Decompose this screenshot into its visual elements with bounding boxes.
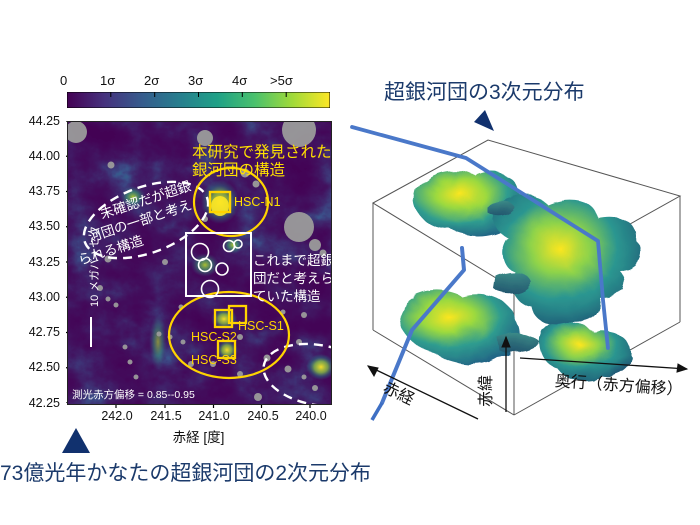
svg-text:本研究で発見された超: 本研究で発見された超 [192, 143, 331, 161]
svg-text:団だと考えられ: 団だと考えられ [253, 271, 331, 286]
svg-text:銀河団の構造: 銀河団の構造 [192, 161, 286, 179]
svg-text:10 メガパーセク: 10 メガパーセク [88, 226, 101, 307]
svg-text:測光赤方偏移 = 0.85--0.95: 測光赤方偏移 = 0.85--0.95 [72, 388, 195, 401]
svg-text:HSC-N1: HSC-N1 [234, 195, 281, 209]
svg-text:HSC-S1: HSC-S1 [238, 319, 284, 333]
svg-text:HSC-S2: HSC-S2 [191, 330, 237, 344]
svg-text:HSC-S3: HSC-S3 [191, 353, 237, 367]
svg-text:ていた構造: ていた構造 [253, 289, 321, 304]
svg-text:これまで超銀河: これまで超銀河 [253, 253, 331, 268]
